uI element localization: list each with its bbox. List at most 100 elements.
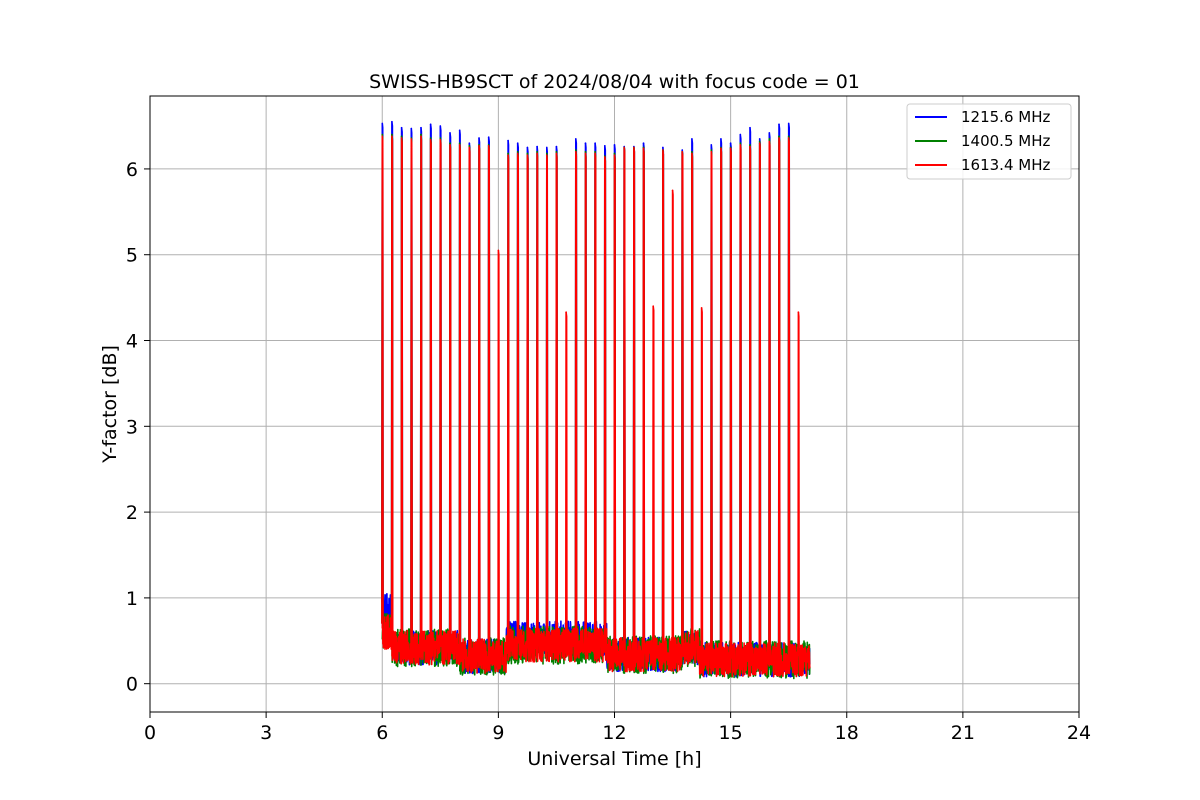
data-point bbox=[439, 125, 442, 127]
data-point bbox=[710, 149, 713, 151]
data-point bbox=[739, 133, 742, 136]
data-point bbox=[652, 305, 655, 307]
data-point bbox=[739, 142, 742, 144]
data-point bbox=[662, 149, 664, 151]
data-point bbox=[458, 129, 461, 132]
legend-box bbox=[906, 103, 1072, 180]
data-point bbox=[429, 137, 432, 139]
y-tick-label: 5 bbox=[126, 245, 138, 267]
data-point bbox=[507, 154, 509, 156]
data-point bbox=[594, 142, 596, 144]
y-tick-label: 2 bbox=[126, 502, 138, 524]
y-tick-label: 0 bbox=[126, 674, 138, 696]
data-point bbox=[478, 137, 480, 139]
data-point bbox=[691, 150, 693, 153]
data-point bbox=[662, 146, 664, 149]
data-point bbox=[449, 132, 451, 134]
y-tick-label: 3 bbox=[126, 416, 138, 438]
data-point bbox=[778, 135, 780, 138]
data-point bbox=[574, 150, 577, 153]
legend: 1215.6 MHz 1400.5 MHz 1613.4 MHz bbox=[906, 103, 1072, 180]
data-point bbox=[420, 135, 422, 138]
data-point bbox=[497, 249, 500, 252]
x-tick-label: 3 bbox=[260, 722, 272, 744]
data-point bbox=[449, 144, 451, 146]
data-point bbox=[400, 135, 403, 138]
x-tick-label: 0 bbox=[144, 722, 156, 744]
chart-title: SWISS-HB9SCT of 2024/08/04 with focus co… bbox=[369, 71, 860, 93]
data-point bbox=[449, 142, 451, 144]
series-line-1613-4-mhz bbox=[381, 135, 811, 678]
data-point bbox=[555, 150, 558, 153]
data-point bbox=[604, 156, 606, 158]
x-axis-label: Universal Time [h] bbox=[527, 748, 701, 770]
data-point bbox=[516, 142, 519, 144]
series-points bbox=[381, 120, 790, 151]
data-point bbox=[516, 150, 519, 153]
y-axis: 0 1 2 3 4 5 6 bbox=[126, 159, 150, 696]
data-point bbox=[613, 154, 616, 156]
data-point bbox=[526, 146, 529, 149]
legend-label: 1613.4 MHz bbox=[961, 156, 1050, 174]
data-point bbox=[613, 152, 616, 155]
data-point bbox=[516, 152, 519, 155]
plot-area bbox=[381, 120, 811, 680]
data-point bbox=[468, 144, 471, 147]
y-tick-label: 4 bbox=[126, 331, 138, 353]
data-point bbox=[710, 150, 713, 153]
data-point bbox=[468, 142, 471, 144]
data-point bbox=[487, 136, 490, 138]
data-point bbox=[778, 123, 780, 126]
data-point bbox=[391, 133, 393, 136]
data-point bbox=[642, 147, 645, 150]
data-point bbox=[545, 154, 548, 156]
data-point bbox=[536, 152, 538, 155]
data-point bbox=[681, 150, 684, 153]
x-tick-label: 21 bbox=[951, 722, 975, 744]
data-point bbox=[400, 137, 403, 139]
data-point bbox=[681, 149, 684, 151]
data-point bbox=[633, 146, 635, 149]
series-points bbox=[381, 135, 800, 314]
x-tick-label: 24 bbox=[1067, 722, 1091, 744]
data-point bbox=[604, 144, 606, 147]
data-point bbox=[574, 149, 577, 151]
data-point bbox=[507, 139, 509, 142]
data-point bbox=[739, 144, 742, 146]
data-point bbox=[778, 137, 780, 139]
data-point bbox=[720, 147, 722, 150]
data-point bbox=[478, 144, 480, 147]
data-point bbox=[758, 140, 761, 143]
data-point bbox=[691, 138, 693, 140]
data-point bbox=[381, 122, 384, 125]
x-axis: 0 3 6 9 12 15 18 21 24 bbox=[144, 712, 1091, 744]
data-point bbox=[729, 142, 732, 144]
data-point bbox=[613, 144, 616, 146]
data-point bbox=[749, 126, 751, 129]
data-point bbox=[381, 133, 384, 136]
data-point bbox=[594, 152, 596, 155]
data-point bbox=[797, 311, 800, 314]
y-tick-label: 1 bbox=[126, 588, 138, 610]
data-point bbox=[710, 144, 713, 146]
data-point bbox=[574, 138, 577, 140]
legend-label: 1215.6 MHz bbox=[961, 108, 1050, 126]
data-point bbox=[758, 142, 761, 144]
data-point bbox=[584, 152, 587, 155]
data-point bbox=[458, 144, 461, 146]
data-point bbox=[787, 135, 790, 138]
data-point bbox=[749, 144, 751, 146]
data-point bbox=[536, 145, 538, 148]
data-point bbox=[720, 138, 722, 140]
x-tick-label: 9 bbox=[492, 722, 504, 744]
data-point bbox=[768, 140, 771, 143]
data-point bbox=[507, 152, 509, 155]
data-point bbox=[594, 150, 596, 153]
data-point bbox=[758, 138, 761, 140]
data-point bbox=[439, 137, 442, 139]
data-point bbox=[749, 145, 751, 148]
data-point bbox=[400, 126, 403, 129]
data-point bbox=[439, 138, 442, 141]
data-point bbox=[555, 152, 558, 155]
data-point bbox=[768, 138, 771, 140]
